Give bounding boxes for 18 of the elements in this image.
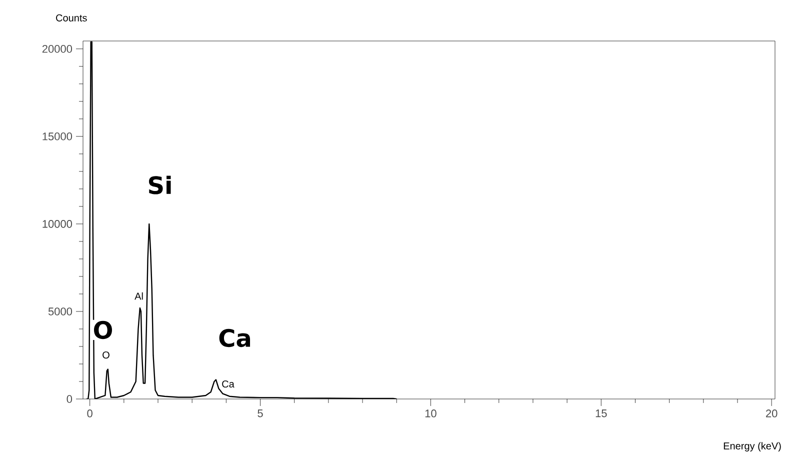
y-tick-label: 15000 <box>42 132 72 140</box>
x-tick-label: 0 <box>87 410 92 418</box>
annotation: O <box>102 351 110 359</box>
x-tick-label: 5 <box>258 410 263 418</box>
y-tick-label: 10000 <box>42 220 72 228</box>
x-tick-label: 15 <box>596 410 607 418</box>
y-axis-title: Counts <box>56 14 87 22</box>
y-tick-label: 5000 <box>48 308 72 316</box>
annotation: O <box>94 320 112 340</box>
annotation: Ca <box>219 328 250 348</box>
annotation: Si <box>148 176 171 194</box>
annotation: Ca <box>222 380 234 388</box>
y-tick-label: 20000 <box>42 44 72 53</box>
x-axis-title: Energy (keV) <box>724 442 781 452</box>
x-tick-label: 20 <box>766 410 778 418</box>
x-tick-label: 10 <box>425 410 436 418</box>
annotation: Al <box>134 292 143 300</box>
y-tick-label: 0 <box>66 395 72 403</box>
